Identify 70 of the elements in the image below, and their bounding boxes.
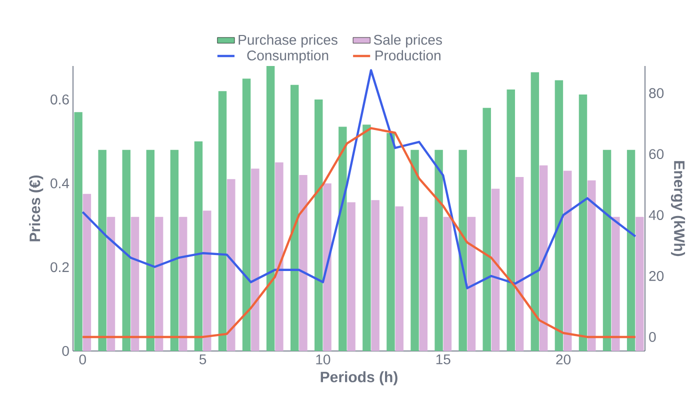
- bar: [74, 112, 82, 351]
- bar: [539, 165, 548, 351]
- y-tick-label: 0.2: [50, 262, 69, 272]
- bar: [122, 150, 130, 351]
- bar: [323, 183, 332, 351]
- bar: [170, 150, 179, 351]
- bar: [530, 72, 540, 351]
- x-tick-label: 5: [199, 354, 206, 364]
- bar: [82, 194, 92, 351]
- bar: [636, 216, 644, 351]
- y2-tick-label: 60: [649, 149, 664, 160]
- bar: [458, 150, 467, 351]
- bar: [146, 150, 155, 351]
- y-tick-label: 0: [62, 346, 69, 356]
- bar: [467, 216, 476, 351]
- y2-tick-label: 20: [649, 271, 664, 281]
- bar: [266, 66, 275, 351]
- bar: [203, 210, 212, 351]
- bar: [395, 206, 404, 351]
- bar: [602, 150, 612, 351]
- bar: [410, 150, 419, 351]
- bar: [154, 216, 164, 351]
- bar: [612, 216, 620, 351]
- bar: [506, 89, 516, 351]
- y-axis-title: Prices (€): [29, 175, 44, 242]
- bar: [482, 108, 491, 351]
- bar: [347, 202, 356, 351]
- y-tick-label: 0.6: [50, 94, 69, 104]
- bar: [515, 177, 524, 351]
- line-series: [82, 69, 636, 290]
- bar: [554, 80, 564, 351]
- bar: [130, 216, 140, 351]
- bar: [371, 200, 380, 351]
- bar: [443, 216, 452, 351]
- bar: [218, 91, 227, 351]
- bar: [314, 100, 323, 351]
- bar: [338, 126, 347, 351]
- legend-label: Sale prices: [374, 34, 442, 48]
- bar: [178, 216, 188, 351]
- legend-label: Purchase prices: [238, 34, 338, 48]
- y-tick-label: 0.4: [50, 178, 70, 188]
- y2-tick-label: 80: [649, 88, 664, 98]
- bar: [419, 216, 428, 351]
- bar: [564, 170, 572, 351]
- bar: [227, 179, 236, 351]
- y2-axis-title: Energy (kWh): [670, 161, 686, 256]
- bar: [251, 168, 260, 351]
- bar: [275, 162, 284, 351]
- y2-tick-label: 40: [648, 210, 664, 220]
- bar: [98, 150, 106, 351]
- bar: [290, 84, 299, 351]
- bar: [386, 133, 395, 351]
- bar: [194, 141, 203, 351]
- bar: [106, 216, 116, 351]
- x-tick-label: 15: [436, 354, 450, 364]
- bar: [578, 94, 588, 351]
- bar: [242, 78, 251, 351]
- bar: [626, 150, 636, 351]
- legend-label: Consumption: [247, 50, 328, 64]
- bar: [362, 124, 371, 351]
- bar: [299, 174, 308, 351]
- bar: [434, 150, 443, 351]
- x-tick-label: 10: [316, 354, 330, 364]
- x-tick-label: 0: [79, 354, 86, 364]
- x-tick-label: 20: [556, 354, 571, 364]
- legend-label: Production: [376, 50, 440, 60]
- y2-tick-label: 0: [649, 332, 656, 342]
- x-axis-title: Periods (h): [320, 371, 398, 386]
- bar: [491, 188, 500, 351]
- bar: [588, 180, 596, 351]
